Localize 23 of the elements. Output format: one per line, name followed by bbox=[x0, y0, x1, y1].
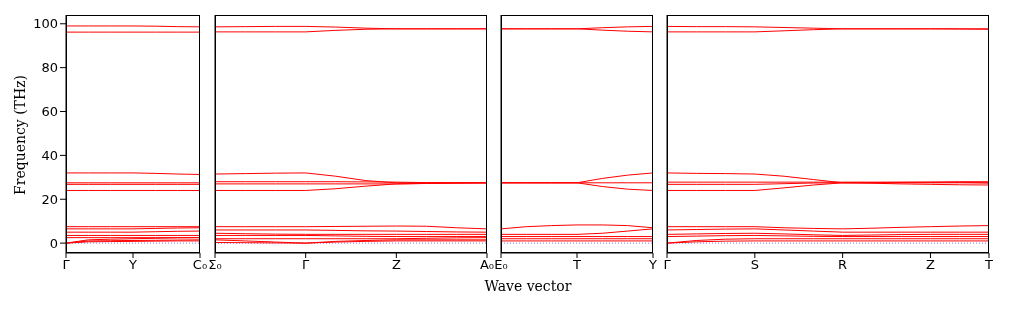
y-tick-label: 40 bbox=[41, 148, 58, 163]
x-tick-label: C₀ bbox=[192, 257, 208, 273]
x-tick-label: Z bbox=[391, 257, 401, 273]
x-tick-label: Γ bbox=[663, 257, 672, 273]
y-axis-title: Frequency (THz) bbox=[12, 74, 28, 196]
x-tick-label: T bbox=[984, 257, 994, 273]
x-tick-label: Γ bbox=[62, 257, 71, 273]
y-tick-label: 100 bbox=[33, 16, 58, 32]
y-tick-label: 80 bbox=[41, 60, 58, 76]
x-tick-label: R bbox=[838, 257, 848, 273]
x-tick-label: Γ bbox=[302, 257, 311, 273]
x-tick-label: A₀ bbox=[479, 257, 495, 273]
x-tick-label: Z bbox=[926, 257, 935, 273]
x-tick-label: T bbox=[572, 257, 582, 273]
x-tick-label: S bbox=[750, 257, 759, 273]
y-tick-label: 60 bbox=[41, 104, 58, 120]
x-tick-label: E₀ bbox=[494, 257, 508, 273]
y-tick-label: 20 bbox=[41, 191, 58, 207]
y-tick-label: 0 bbox=[49, 235, 58, 251]
x-tick-label: Y bbox=[648, 257, 658, 273]
x-tick-label: Σ₀ bbox=[208, 257, 222, 273]
x-axis-title: Wave vector bbox=[483, 278, 573, 294]
x-tick-label: Y bbox=[128, 257, 138, 273]
